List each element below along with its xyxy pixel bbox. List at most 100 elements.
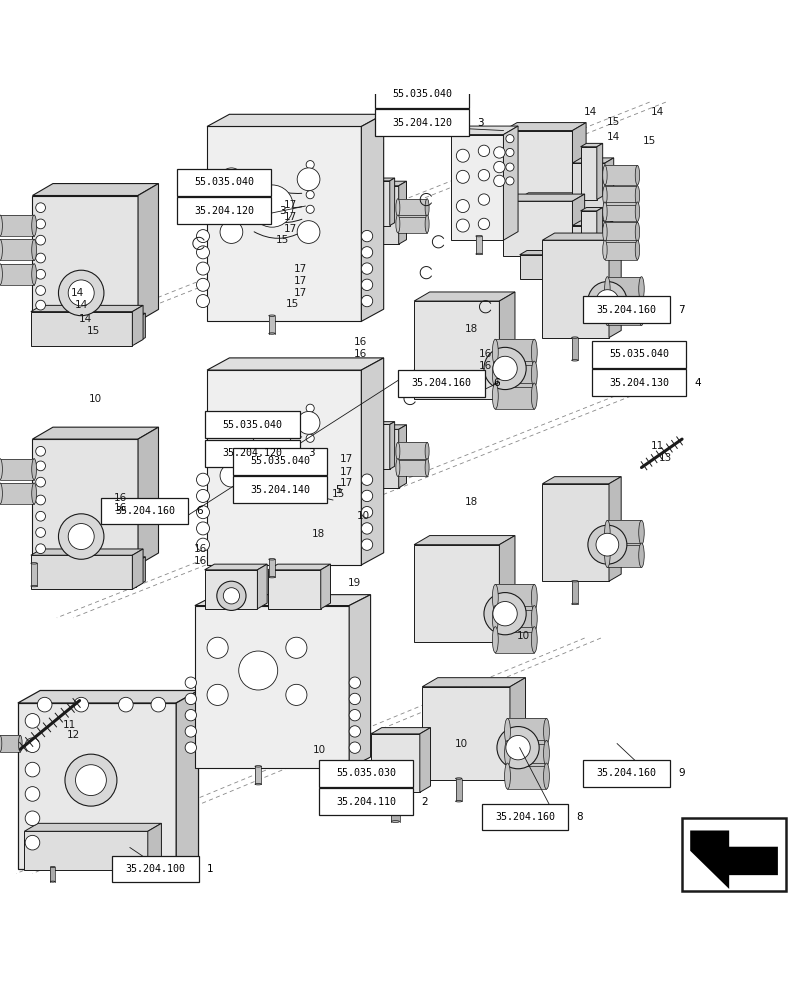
Text: 55.035.040: 55.035.040 xyxy=(608,349,668,359)
Ellipse shape xyxy=(32,264,36,285)
Bar xyxy=(397,199,427,217)
Circle shape xyxy=(74,697,88,712)
Text: 3: 3 xyxy=(307,448,314,458)
Polygon shape xyxy=(414,536,514,545)
Polygon shape xyxy=(608,233,620,338)
Circle shape xyxy=(185,709,196,721)
Circle shape xyxy=(456,219,469,232)
Polygon shape xyxy=(450,126,517,135)
Text: 13: 13 xyxy=(659,453,672,463)
Ellipse shape xyxy=(602,186,607,205)
Polygon shape xyxy=(207,126,361,321)
Bar xyxy=(604,186,637,205)
Polygon shape xyxy=(542,240,608,338)
Polygon shape xyxy=(32,184,158,196)
Polygon shape xyxy=(542,233,620,240)
Ellipse shape xyxy=(425,442,428,460)
Circle shape xyxy=(196,538,209,551)
FancyBboxPatch shape xyxy=(591,341,685,368)
Bar xyxy=(0,735,20,752)
Bar xyxy=(495,361,534,387)
Circle shape xyxy=(217,581,246,610)
Circle shape xyxy=(251,429,293,471)
Text: 17: 17 xyxy=(294,288,307,298)
Polygon shape xyxy=(367,425,406,429)
Polygon shape xyxy=(31,555,132,589)
Circle shape xyxy=(223,588,239,604)
Circle shape xyxy=(196,295,209,308)
Text: 35.204.130: 35.204.130 xyxy=(608,378,668,388)
Ellipse shape xyxy=(396,215,399,233)
Polygon shape xyxy=(316,222,365,247)
Circle shape xyxy=(185,693,196,705)
Bar xyxy=(495,584,534,610)
Circle shape xyxy=(587,525,626,564)
Circle shape xyxy=(36,544,45,554)
Polygon shape xyxy=(373,422,394,424)
Polygon shape xyxy=(503,123,586,131)
Polygon shape xyxy=(580,208,602,211)
Ellipse shape xyxy=(602,165,607,185)
Circle shape xyxy=(25,787,40,801)
Bar xyxy=(607,520,641,545)
Circle shape xyxy=(483,347,526,390)
Bar xyxy=(31,563,37,586)
Polygon shape xyxy=(304,394,369,468)
Circle shape xyxy=(306,191,314,199)
Ellipse shape xyxy=(425,459,428,476)
Circle shape xyxy=(36,286,45,295)
Circle shape xyxy=(349,709,360,721)
Ellipse shape xyxy=(543,763,549,789)
Circle shape xyxy=(306,175,314,183)
Polygon shape xyxy=(367,186,398,244)
Text: 15: 15 xyxy=(607,117,620,127)
Polygon shape xyxy=(503,201,572,256)
Ellipse shape xyxy=(602,222,607,242)
Polygon shape xyxy=(689,830,777,889)
Ellipse shape xyxy=(50,881,55,882)
Ellipse shape xyxy=(0,483,2,504)
Polygon shape xyxy=(304,143,383,151)
FancyBboxPatch shape xyxy=(681,818,785,891)
Circle shape xyxy=(37,697,52,712)
Text: 17: 17 xyxy=(340,454,353,464)
Ellipse shape xyxy=(571,360,577,361)
Circle shape xyxy=(25,811,40,826)
Circle shape xyxy=(483,593,526,635)
Text: 17: 17 xyxy=(294,264,307,274)
Ellipse shape xyxy=(543,740,549,766)
Bar xyxy=(268,559,275,577)
Circle shape xyxy=(493,147,504,158)
Circle shape xyxy=(36,528,45,537)
Polygon shape xyxy=(414,301,499,398)
Polygon shape xyxy=(542,477,620,484)
Polygon shape xyxy=(422,687,509,780)
Polygon shape xyxy=(32,196,138,321)
Circle shape xyxy=(361,490,372,502)
FancyBboxPatch shape xyxy=(375,81,469,108)
Circle shape xyxy=(505,135,513,143)
Ellipse shape xyxy=(0,735,2,752)
Text: 17: 17 xyxy=(284,200,297,210)
Circle shape xyxy=(478,194,489,205)
Bar xyxy=(455,779,461,801)
FancyBboxPatch shape xyxy=(205,440,299,467)
Polygon shape xyxy=(24,831,148,870)
Circle shape xyxy=(196,278,209,291)
Text: 17: 17 xyxy=(284,212,297,222)
Ellipse shape xyxy=(530,606,537,632)
Ellipse shape xyxy=(638,301,643,325)
Circle shape xyxy=(306,434,314,442)
Ellipse shape xyxy=(571,337,577,338)
Circle shape xyxy=(361,539,372,550)
Ellipse shape xyxy=(504,763,510,789)
Circle shape xyxy=(285,637,307,658)
Text: 3: 3 xyxy=(279,206,285,216)
Circle shape xyxy=(196,489,209,502)
Polygon shape xyxy=(450,135,503,240)
Polygon shape xyxy=(365,218,373,247)
Circle shape xyxy=(25,835,40,850)
Polygon shape xyxy=(138,184,158,321)
Text: 11: 11 xyxy=(650,441,663,451)
Polygon shape xyxy=(499,292,514,398)
